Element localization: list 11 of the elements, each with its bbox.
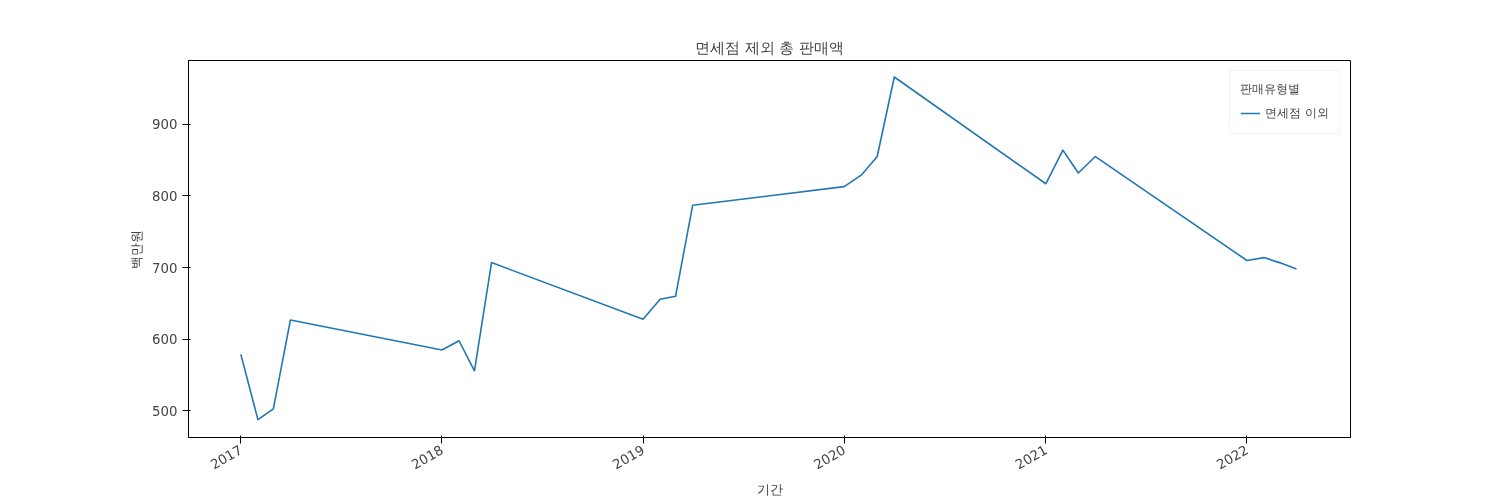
y-tick-label: 800	[152, 188, 178, 204]
chart-title: 면세점 제외 총 판매액	[695, 38, 844, 56]
x-axis-title: 기간	[756, 482, 783, 498]
legend-title: 판매유형별	[1240, 81, 1302, 98]
legend-label: 면세점 이외	[1265, 104, 1329, 122]
y-tick-label: 900	[152, 117, 178, 133]
y-tick-label: 700	[152, 260, 178, 276]
y-axis-title: 백만원	[129, 229, 145, 269]
line-series	[240, 76, 1298, 421]
y-tick-label: 600	[152, 332, 178, 348]
y-tick-label: 500	[152, 403, 178, 419]
